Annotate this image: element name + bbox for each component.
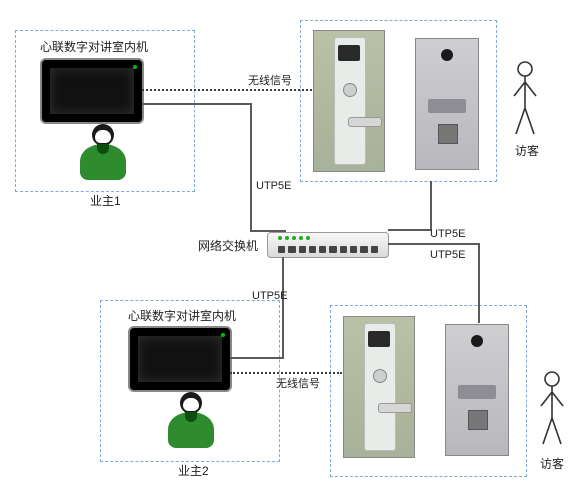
visitor-1-icon — [510, 60, 540, 138]
owner-1-icon — [80, 124, 126, 182]
cable-1-label: UTP5E — [256, 180, 291, 192]
door-lock-1 — [313, 30, 385, 172]
door-panel-2 — [445, 324, 509, 456]
cable-3-label: UTP5E — [430, 249, 465, 261]
cable-4-v — [282, 257, 284, 357]
indoor-unit-1-title: 心联数字对讲室内机 — [40, 38, 148, 55]
owner-2-label: 业主2 — [178, 462, 209, 479]
cable-4-label: UTP5E — [252, 290, 287, 302]
cable-to-panel1-h — [388, 229, 432, 231]
cable-4-h — [230, 357, 284, 359]
visitor-2-icon — [537, 370, 567, 448]
wireless-1-label: 无线信号 — [248, 72, 292, 88]
owner-2-icon — [168, 392, 214, 450]
cable-1-h2 — [250, 230, 286, 232]
visitor-1-label: 访客 — [515, 142, 539, 159]
wireless-link-2 — [230, 372, 342, 374]
indoor-unit-2-title: 心联数字对讲室内机 — [128, 307, 236, 324]
door-panel-1 — [415, 38, 479, 170]
indoor-monitor-1 — [40, 58, 144, 124]
wireless-2-label: 无线信号 — [276, 375, 320, 391]
cable-1-v — [250, 103, 252, 232]
door-lock-2 — [343, 316, 415, 458]
network-switch — [267, 232, 389, 258]
wireless-link-1 — [142, 89, 312, 91]
cable-to-panel2-v — [478, 245, 480, 323]
diagram-canvas: { "colors": { "dash_border": "#7fa8e0", … — [0, 0, 568, 500]
owner-1-label: 业主1 — [90, 192, 121, 209]
cable-right-stub — [388, 243, 480, 245]
visitor-2-label: 访客 — [540, 455, 564, 472]
cable-2-label: UTP5E — [430, 228, 465, 240]
cable-to-panel1-v — [430, 181, 432, 229]
indoor-monitor-2 — [128, 326, 232, 392]
switch-label: 网络交换机 — [198, 237, 258, 254]
cable-1-h1 — [142, 103, 252, 105]
